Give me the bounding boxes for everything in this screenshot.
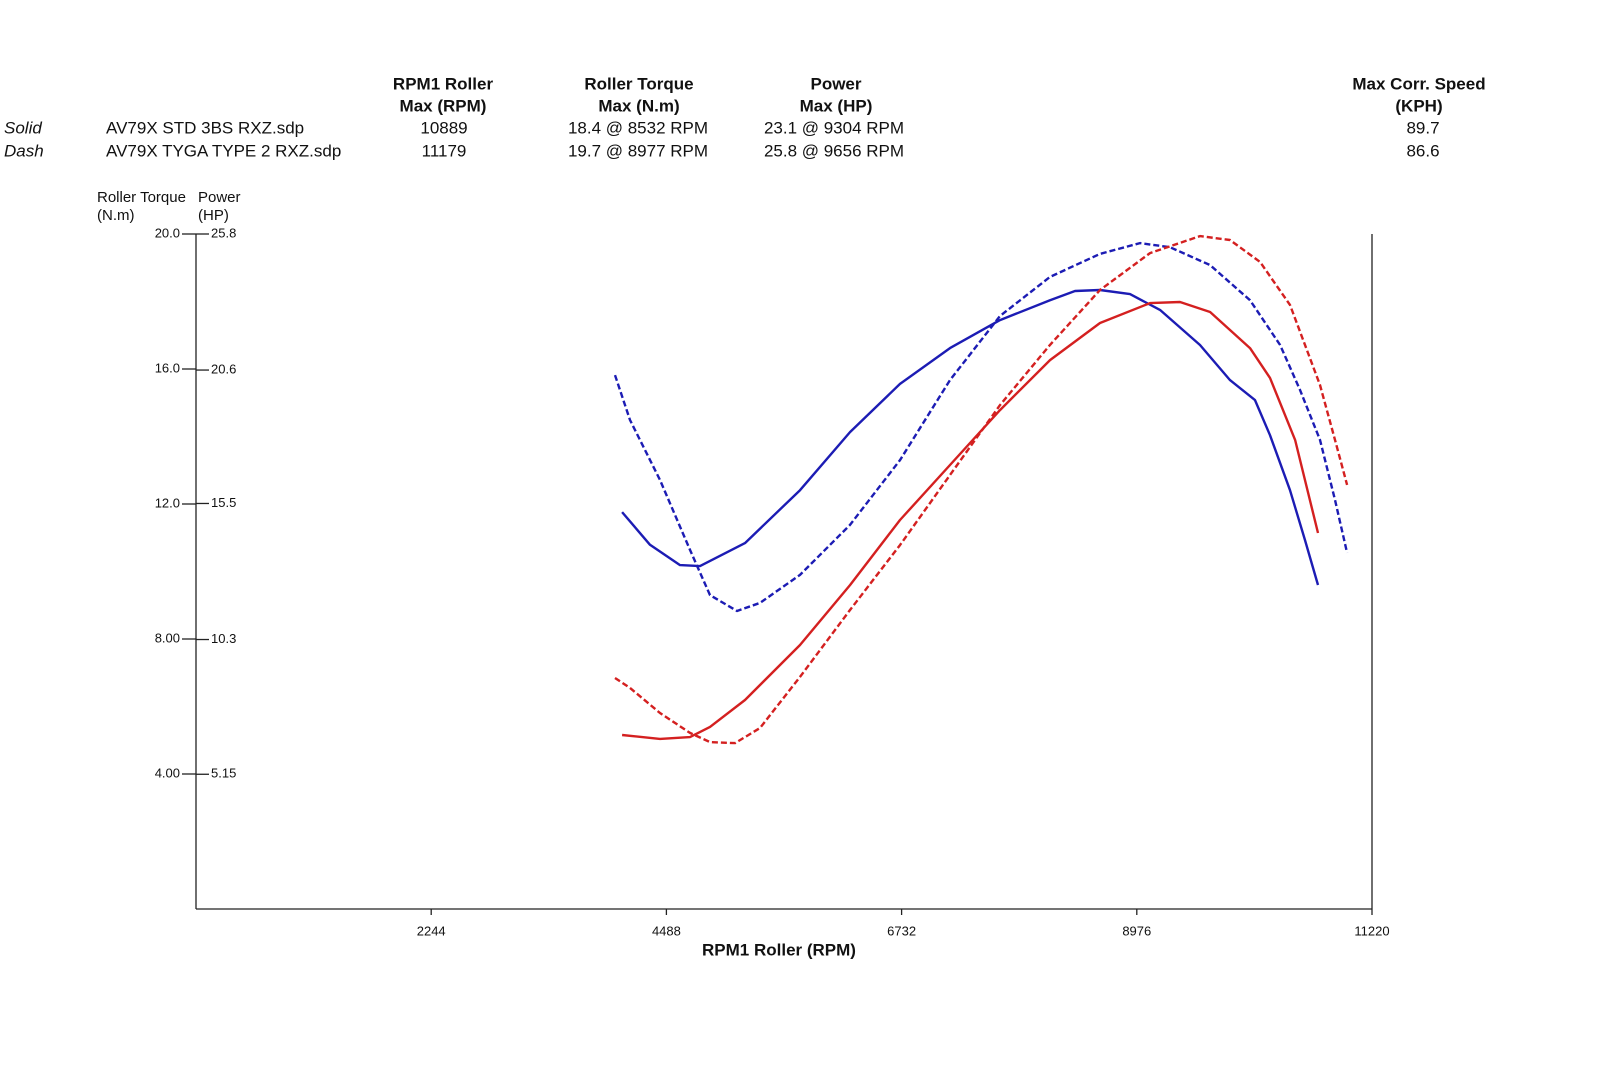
column-header: (KPH) <box>1395 96 1442 115</box>
table-cell: Dash <box>4 141 44 160</box>
column-header: Roller Torque <box>584 74 693 93</box>
column-header: Max Corr. Speed <box>1352 74 1485 93</box>
column-header: RPM1 Roller <box>393 74 494 93</box>
y2-tick-label: 20.6 <box>211 361 236 376</box>
series-line <box>614 234 1349 745</box>
column-header: Power <box>810 74 861 93</box>
column-header: Max (N.m) <box>598 96 679 115</box>
y2-tick-label: 5.15 <box>211 766 236 781</box>
y2-tick-label: 25.8 <box>211 225 236 240</box>
x-tick-label: 11220 <box>1354 923 1389 938</box>
table-cell: 19.7 @ 8977 RPM <box>568 141 708 160</box>
y-tick-label: 4.00 <box>155 765 180 780</box>
x-tick-label: 2244 <box>417 923 446 938</box>
table-cell: 23.1 @ 9304 RPM <box>764 118 904 137</box>
y2-axis-label: (HP) <box>198 207 229 224</box>
y-tick-label: 16.0 <box>155 360 180 375</box>
table-cell: 10889 <box>420 118 467 137</box>
y-tick-label: 8.00 <box>155 630 180 645</box>
y-tick-label: 20.0 <box>155 225 180 240</box>
column-header: Max (RPM) <box>400 96 487 115</box>
y2-axis-label: Power <box>198 189 241 206</box>
table-cell: AV79X TYGA TYPE 2 RXZ.sdp <box>106 141 341 160</box>
series-line <box>621 300 1320 741</box>
x-tick-label: 6732 <box>887 923 916 938</box>
x-axis-label: RPM1 Roller (RPM) <box>702 940 856 959</box>
y-tick-label: 12.0 <box>155 495 180 510</box>
y-axis-label: (N.m) <box>97 207 135 224</box>
y-axis-label: Roller Torque <box>97 189 186 206</box>
series-line <box>613 241 1349 613</box>
table-cell: 25.8 @ 9656 RPM <box>764 141 904 160</box>
table-cell: 18.4 @ 8532 RPM <box>568 118 708 137</box>
table-cell: 89.7 <box>1406 118 1439 137</box>
column-header: Max (HP) <box>800 96 873 115</box>
table-cell: Solid <box>4 118 42 137</box>
table-cell: AV79X STD 3BS RXZ.sdp <box>106 118 304 137</box>
x-tick-label: 8976 <box>1122 923 1151 938</box>
table-cell: 86.6 <box>1406 141 1439 160</box>
y2-tick-label: 15.5 <box>211 495 236 510</box>
y2-tick-label: 10.3 <box>211 631 236 646</box>
x-tick-label: 4488 <box>652 923 681 938</box>
table-cell: 11179 <box>422 141 467 160</box>
series-line <box>621 288 1320 586</box>
